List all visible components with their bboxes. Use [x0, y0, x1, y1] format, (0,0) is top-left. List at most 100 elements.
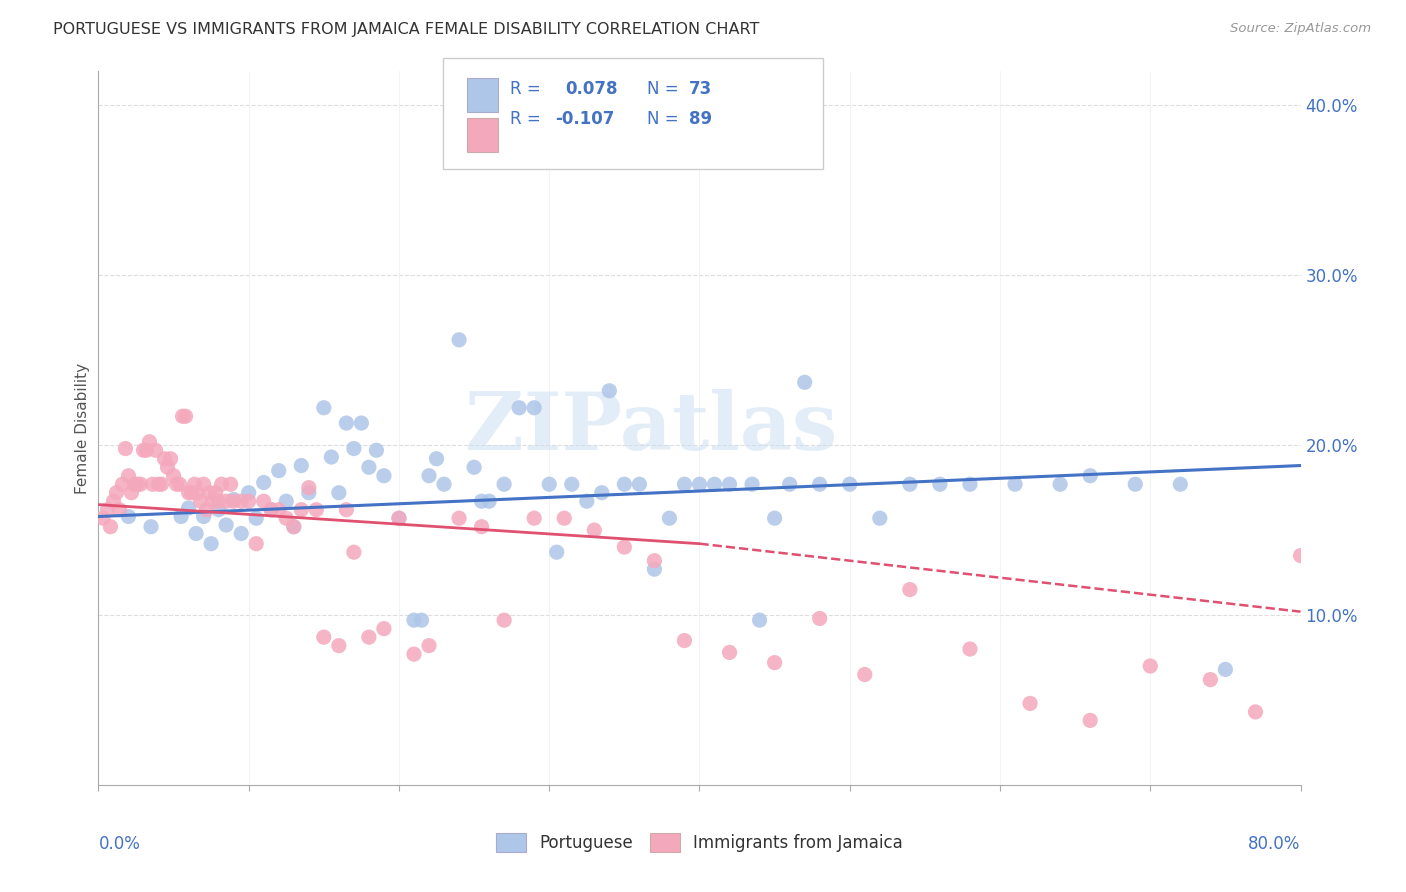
Point — [583, 523, 606, 537]
Point — [959, 477, 981, 491]
Point — [290, 458, 312, 473]
Point — [673, 477, 696, 491]
Point — [200, 537, 222, 551]
Text: ZIPatlas: ZIPatlas — [465, 389, 838, 467]
Point — [183, 477, 205, 491]
Point — [231, 494, 253, 508]
Point — [1199, 673, 1222, 687]
Point — [135, 443, 157, 458]
Point — [718, 477, 741, 491]
Point — [343, 442, 366, 456]
Point — [245, 511, 267, 525]
Point — [763, 656, 786, 670]
Point — [658, 511, 681, 525]
Point — [208, 494, 231, 508]
Point — [290, 502, 312, 516]
Point — [929, 477, 952, 491]
Point — [402, 613, 425, 627]
Point — [253, 475, 276, 490]
Point — [267, 464, 290, 478]
Point — [238, 494, 260, 508]
Text: 0.0%: 0.0% — [98, 835, 141, 853]
Point — [222, 494, 245, 508]
Point — [1350, 676, 1372, 690]
Point — [219, 477, 242, 491]
Point — [433, 477, 456, 491]
Point — [538, 477, 561, 491]
Point — [553, 511, 575, 525]
Legend: Portuguese, Immigrants from Jamaica: Portuguese, Immigrants from Jamaica — [489, 827, 910, 859]
Point — [838, 477, 860, 491]
Point — [335, 416, 357, 430]
Point — [162, 468, 184, 483]
Point — [478, 494, 501, 508]
Point — [1334, 667, 1357, 681]
Point — [643, 554, 665, 568]
Point — [145, 443, 167, 458]
Point — [91, 511, 114, 525]
Point — [523, 511, 546, 525]
Point — [153, 451, 176, 466]
Point — [1004, 477, 1026, 491]
Point — [312, 630, 335, 644]
Point — [177, 485, 200, 500]
Point — [335, 502, 357, 516]
Point — [613, 540, 636, 554]
Point — [121, 485, 143, 500]
Point — [260, 502, 283, 516]
Point — [124, 477, 146, 491]
Point — [166, 477, 188, 491]
Point — [195, 502, 218, 516]
Point — [215, 494, 238, 508]
Point — [132, 443, 155, 458]
Point — [276, 494, 298, 508]
Point — [114, 442, 136, 456]
Point — [703, 477, 725, 491]
Point — [853, 667, 876, 681]
Point — [1123, 477, 1146, 491]
Y-axis label: Female Disability: Female Disability — [75, 362, 90, 494]
Point — [127, 477, 149, 491]
Point — [898, 582, 921, 597]
Point — [321, 450, 343, 464]
Point — [343, 545, 366, 559]
Point — [245, 537, 267, 551]
Point — [193, 509, 215, 524]
Point — [150, 477, 173, 491]
Text: 89: 89 — [689, 110, 711, 128]
Point — [357, 630, 380, 644]
Point — [169, 477, 191, 491]
Point — [350, 416, 373, 430]
Point — [471, 519, 494, 533]
Point — [141, 477, 163, 491]
Point — [96, 502, 118, 516]
Text: Source: ZipAtlas.com: Source: ZipAtlas.com — [1230, 22, 1371, 36]
Point — [138, 434, 160, 449]
Point — [105, 485, 128, 500]
Point — [673, 633, 696, 648]
Point — [215, 518, 238, 533]
Point — [523, 401, 546, 415]
Point — [1244, 705, 1267, 719]
Point — [159, 451, 181, 466]
Point — [177, 501, 200, 516]
Point — [148, 477, 170, 491]
Point — [808, 477, 831, 491]
Point — [418, 468, 440, 483]
Point — [1078, 468, 1101, 483]
Point — [898, 477, 921, 491]
Point — [1049, 477, 1071, 491]
Point — [388, 511, 411, 525]
Point — [598, 384, 620, 398]
Point — [117, 468, 139, 483]
Text: 80.0%: 80.0% — [1249, 835, 1301, 853]
Point — [187, 485, 209, 500]
Point — [546, 545, 568, 559]
Point — [425, 451, 447, 466]
Point — [613, 477, 636, 491]
Point — [402, 647, 425, 661]
Point — [1395, 701, 1406, 715]
Point — [447, 333, 470, 347]
Text: N =: N = — [647, 110, 683, 128]
Point — [267, 502, 290, 516]
